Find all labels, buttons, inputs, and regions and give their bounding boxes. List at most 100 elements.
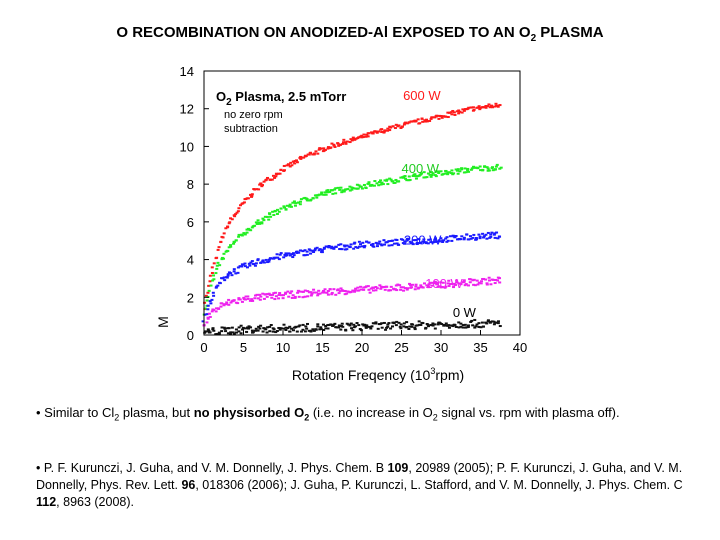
data-point <box>374 289 378 292</box>
data-point <box>300 156 304 159</box>
data-point <box>309 151 313 154</box>
data-point <box>494 321 498 324</box>
data-point <box>349 138 353 141</box>
data-point <box>348 185 352 188</box>
data-point <box>446 116 450 119</box>
data-point <box>291 160 295 163</box>
data-point <box>203 301 207 304</box>
data-point <box>323 148 327 151</box>
data-point <box>250 194 254 197</box>
data-point <box>330 247 334 250</box>
data-point <box>390 244 394 247</box>
data-point <box>229 272 233 275</box>
data-point <box>298 290 302 293</box>
data-point <box>254 327 258 330</box>
data-point <box>241 328 245 331</box>
data-point <box>451 109 455 112</box>
data-point <box>402 289 406 292</box>
data-point <box>210 271 214 274</box>
data-point <box>408 325 412 328</box>
data-point <box>226 226 230 229</box>
data-point <box>499 166 503 169</box>
data-point <box>357 184 361 187</box>
data-point <box>320 147 324 150</box>
data-point <box>226 274 230 277</box>
data-point <box>260 184 264 187</box>
chart-marks: 600 W 400 W 200 W 100 W 0 W <box>201 88 503 336</box>
data-point <box>402 176 406 179</box>
data-point <box>424 118 428 121</box>
data-point <box>352 323 356 326</box>
data-point <box>450 113 454 116</box>
series-200-w <box>201 231 502 323</box>
data-point <box>436 170 440 173</box>
data-point <box>284 326 288 329</box>
data-point <box>324 327 328 330</box>
data-point <box>321 289 325 292</box>
data-point <box>401 238 405 241</box>
data-point <box>394 178 398 181</box>
slide-title: O RECOMBINATION ON ANODIZED-Al EXPOSED T… <box>0 24 720 44</box>
data-point <box>219 240 223 243</box>
data-point <box>276 256 280 259</box>
data-point <box>236 302 240 305</box>
data-point <box>473 284 477 287</box>
x-tick-label: 40 <box>513 340 527 355</box>
data-point <box>301 323 305 326</box>
data-point <box>237 330 241 333</box>
data-point <box>432 282 436 285</box>
data-point <box>273 176 277 179</box>
data-point <box>297 295 301 298</box>
x-tick-label: 15 <box>315 340 329 355</box>
data-point <box>312 152 316 155</box>
data-point <box>444 324 448 327</box>
data-point <box>423 119 427 122</box>
data-point <box>375 131 379 134</box>
data-point <box>450 239 454 242</box>
data-point <box>437 285 441 288</box>
data-point <box>377 242 381 245</box>
data-point <box>279 168 283 171</box>
data-point <box>232 241 236 244</box>
y-tick-label: 0 <box>187 328 194 343</box>
data-point <box>214 286 218 289</box>
data-point <box>284 291 288 294</box>
data-point <box>471 324 475 327</box>
data-point <box>401 286 405 289</box>
data-point <box>466 325 470 328</box>
data-point <box>297 251 301 254</box>
data-point <box>275 173 279 176</box>
data-point <box>405 288 409 291</box>
data-point <box>361 136 365 139</box>
data-point <box>205 313 209 316</box>
data-point <box>236 210 240 213</box>
data-point <box>221 236 225 239</box>
data-point <box>489 283 493 286</box>
data-point <box>498 277 502 280</box>
data-point <box>437 240 441 243</box>
data-point <box>278 292 282 295</box>
data-point <box>468 235 472 238</box>
data-point <box>282 323 286 326</box>
data-point <box>205 299 209 302</box>
data-point <box>295 161 299 164</box>
data-point <box>382 239 386 242</box>
data-point <box>367 241 371 244</box>
data-point <box>396 283 400 286</box>
data-point <box>305 197 309 200</box>
data-point <box>208 280 212 283</box>
data-point <box>437 239 441 242</box>
data-point <box>336 186 340 189</box>
data-point <box>236 266 240 269</box>
data-point <box>324 245 328 248</box>
data-point <box>492 323 496 326</box>
data-point <box>414 324 418 327</box>
data-point <box>275 329 279 332</box>
series-label: 600 W <box>403 88 441 103</box>
data-point <box>453 113 457 116</box>
data-point <box>498 281 502 284</box>
data-point <box>335 326 339 329</box>
data-point <box>413 173 417 176</box>
data-point <box>287 252 291 255</box>
data-point <box>295 250 299 253</box>
